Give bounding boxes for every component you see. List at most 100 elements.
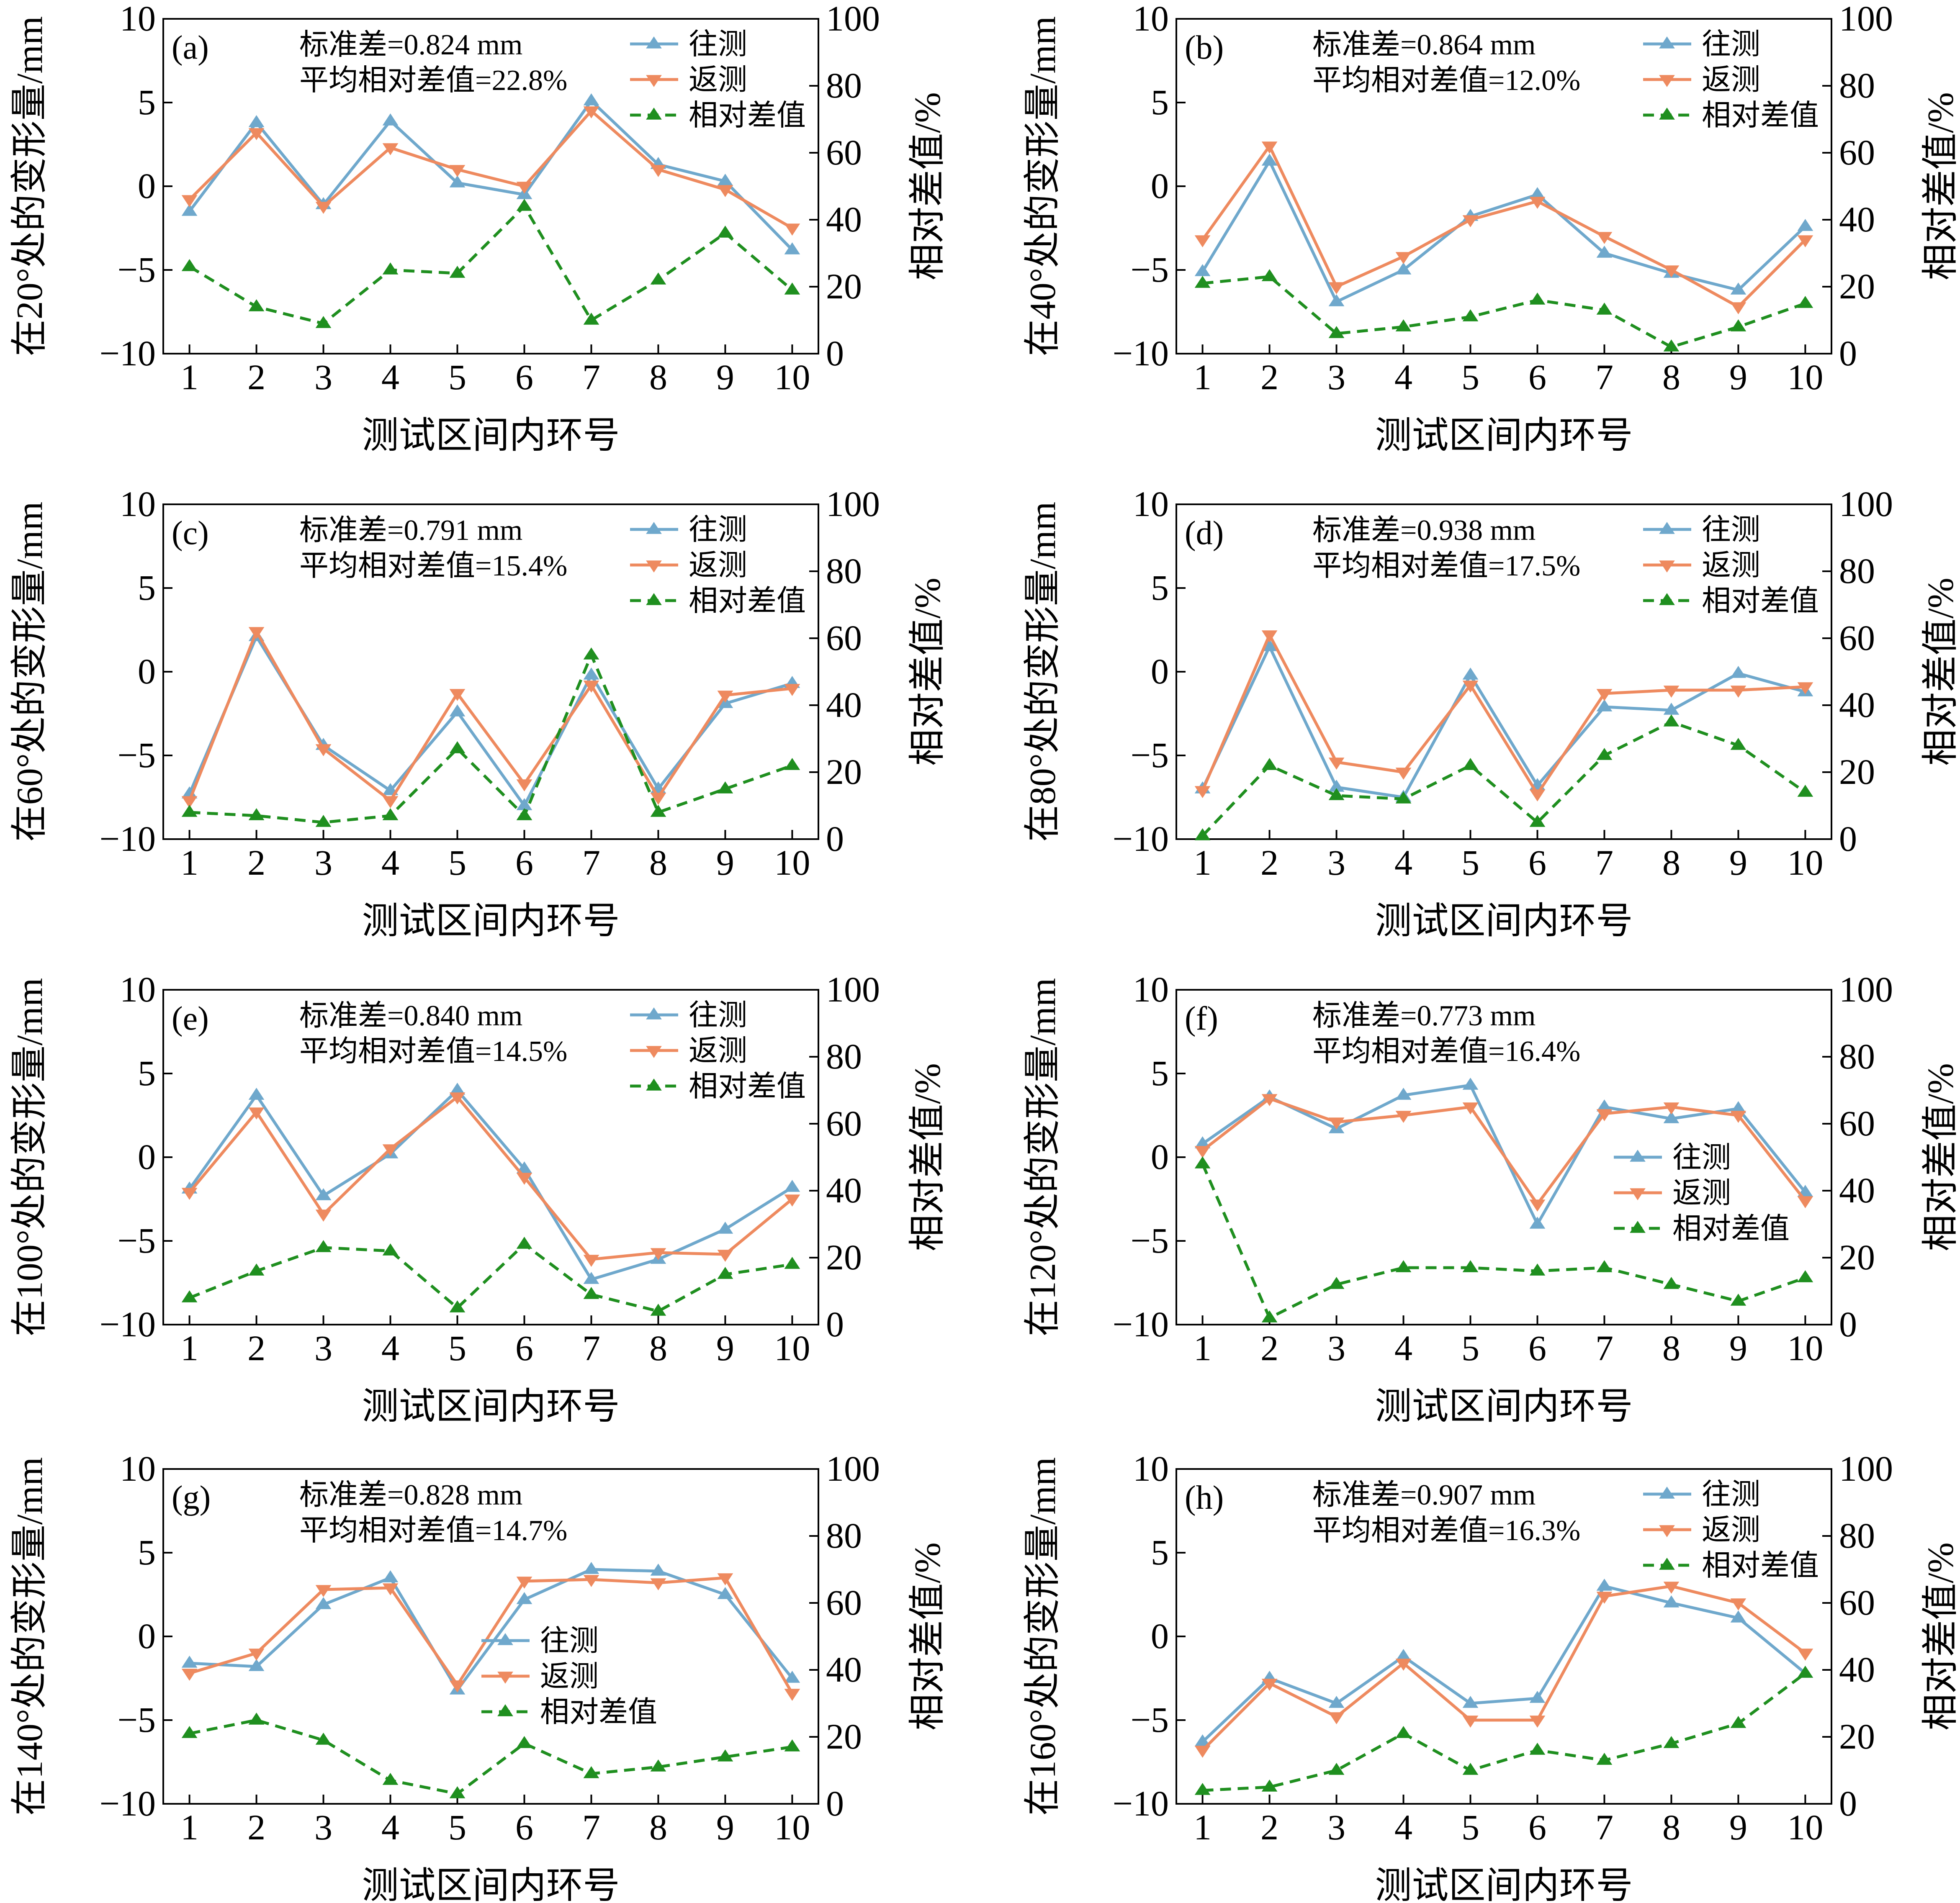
series-line-2 bbox=[189, 1718, 792, 1795]
y2-tick-label: 60 bbox=[1839, 618, 1875, 658]
data-point-2-0 bbox=[181, 1726, 198, 1738]
y-tick-label: −10 bbox=[1112, 1783, 1169, 1823]
data-point-1-3 bbox=[382, 143, 399, 155]
y2-tick-label: 60 bbox=[1839, 1103, 1875, 1143]
series-line-0 bbox=[188, 1089, 793, 1281]
data-point-2-3 bbox=[1395, 791, 1412, 804]
y2-tick-label: 20 bbox=[826, 752, 862, 792]
y-tick-label: 0 bbox=[1151, 1137, 1169, 1177]
legend-marker-2 bbox=[646, 108, 662, 120]
legend-label-0: 往测 bbox=[1672, 1142, 1731, 1174]
data-point-0-3 bbox=[382, 783, 399, 795]
y2-tick-label: 80 bbox=[826, 1515, 862, 1556]
x-tick-label: 6 bbox=[1528, 357, 1546, 397]
y-tick-label: 10 bbox=[1133, 484, 1169, 524]
x-tick-label: 10 bbox=[1787, 842, 1823, 883]
legend-label-2: 相对差值 bbox=[689, 1071, 806, 1103]
panel-label: (a) bbox=[172, 29, 209, 66]
panel-e: 10 5 0 −5 −10 100 80 60 40 20 0 1 2 3 4 5 6 7 8 9 10 在100°处的变… bbox=[10, 969, 948, 1427]
legend-label-0: 往测 bbox=[689, 999, 747, 1032]
data-point-1-8 bbox=[717, 1573, 733, 1585]
legend-label-1: 返测 bbox=[1702, 550, 1760, 582]
data-point-0-9 bbox=[1797, 219, 1813, 231]
y2-tick-label: 100 bbox=[826, 969, 880, 1009]
y-tick-label: 5 bbox=[1151, 568, 1169, 608]
y-tick-label: 5 bbox=[1151, 1053, 1169, 1093]
legend-label-0: 往测 bbox=[1702, 28, 1760, 61]
legend-label-2: 相对差值 bbox=[1702, 100, 1819, 132]
data-point-1-0 bbox=[1194, 786, 1211, 798]
data-point-0-8 bbox=[1730, 282, 1747, 295]
legend-marker-2 bbox=[1630, 1221, 1646, 1233]
x-tick-label: 2 bbox=[1260, 357, 1278, 397]
data-point-2-4 bbox=[449, 1786, 466, 1798]
data-point-0-1 bbox=[248, 115, 265, 127]
x-tick-label: 8 bbox=[1662, 842, 1680, 883]
x-tick-label: 8 bbox=[1662, 357, 1680, 397]
data-point-1-8 bbox=[1730, 1598, 1747, 1610]
data-point-2-7 bbox=[1663, 1736, 1680, 1748]
data-point-1-6 bbox=[583, 1255, 599, 1267]
x-tick-label: 1 bbox=[180, 1807, 198, 1847]
legend-label-0: 往测 bbox=[1702, 1479, 1760, 1511]
data-point-1-3 bbox=[1395, 252, 1412, 264]
y2-tick-label: 60 bbox=[826, 1582, 862, 1623]
y2-tick-label: 40 bbox=[1839, 1170, 1875, 1210]
x-axis-title: 测试区间内环号 bbox=[1375, 1387, 1633, 1427]
data-point-2-7 bbox=[1663, 339, 1680, 352]
data-point-0-3 bbox=[1395, 262, 1412, 275]
x-tick-label: 5 bbox=[448, 1807, 466, 1847]
x-tick-label: 4 bbox=[381, 842, 399, 883]
y-tick-label: −5 bbox=[1130, 1220, 1169, 1261]
series-line-0 bbox=[1201, 1585, 1806, 1743]
data-point-2-8 bbox=[1730, 1716, 1747, 1728]
series-line-1 bbox=[1201, 1585, 1806, 1751]
y2-tick-label: 40 bbox=[826, 199, 862, 239]
data-point-2-2 bbox=[315, 1240, 332, 1252]
data-point-0-2 bbox=[315, 1597, 332, 1609]
legend-label-2: 相对差值 bbox=[689, 100, 806, 132]
data-point-2-9 bbox=[1797, 785, 1813, 797]
y2-tick-label: 60 bbox=[826, 618, 862, 658]
data-point-1-2 bbox=[1328, 758, 1345, 770]
x-tick-label: 6 bbox=[515, 1328, 533, 1368]
legend-marker-1 bbox=[497, 1672, 513, 1684]
legend-marker-1 bbox=[646, 1046, 662, 1058]
panel-label: (e) bbox=[172, 1000, 209, 1037]
legend-marker-0 bbox=[646, 36, 662, 49]
data-point-1-3 bbox=[382, 1144, 399, 1156]
legend-marker-2 bbox=[646, 593, 662, 605]
x-tick-label: 4 bbox=[381, 1328, 399, 1368]
legend-marker-0 bbox=[1659, 1487, 1675, 1499]
x-axis-title: 测试区间内环号 bbox=[1375, 416, 1633, 456]
data-point-1-5 bbox=[1529, 197, 1546, 209]
x-tick-label: 1 bbox=[180, 1328, 198, 1368]
x-axis-title: 测试区间内环号 bbox=[362, 1866, 620, 1903]
x-tick-label: 5 bbox=[1461, 842, 1479, 883]
data-point-0-7 bbox=[1663, 1111, 1680, 1123]
data-point-2-0 bbox=[181, 805, 198, 817]
data-point-1-6 bbox=[583, 1575, 599, 1587]
legend-marker-1 bbox=[1659, 75, 1675, 87]
data-point-1-0 bbox=[181, 1188, 198, 1200]
x-tick-label: 7 bbox=[582, 842, 600, 883]
x-tick-label: 8 bbox=[1662, 1328, 1680, 1368]
data-point-0-9 bbox=[784, 242, 800, 254]
data-point-0-4 bbox=[1462, 1078, 1479, 1090]
data-point-0-3 bbox=[382, 113, 399, 126]
data-point-2-1 bbox=[248, 1264, 265, 1276]
data-point-1-7 bbox=[1663, 686, 1680, 698]
legend-label-2: 相对差值 bbox=[1702, 1550, 1819, 1582]
x-tick-label: 9 bbox=[716, 842, 734, 883]
std-annotation: 标准差=0.791 mm bbox=[299, 514, 522, 547]
y-tick-label: −5 bbox=[117, 735, 156, 775]
y-tick-label: 0 bbox=[138, 651, 156, 691]
data-point-0-7 bbox=[650, 1564, 666, 1576]
data-point-1-5 bbox=[1529, 1199, 1546, 1212]
y2-tick-label: 100 bbox=[1839, 969, 1893, 1009]
data-point-1-5 bbox=[516, 779, 532, 791]
mean-annotation: 平均相对差值=16.4% bbox=[1312, 1035, 1580, 1068]
y2-tick-label: 60 bbox=[1839, 132, 1875, 172]
x-axis-title: 测试区间内环号 bbox=[362, 901, 620, 942]
y-tick-label: −5 bbox=[117, 249, 156, 290]
